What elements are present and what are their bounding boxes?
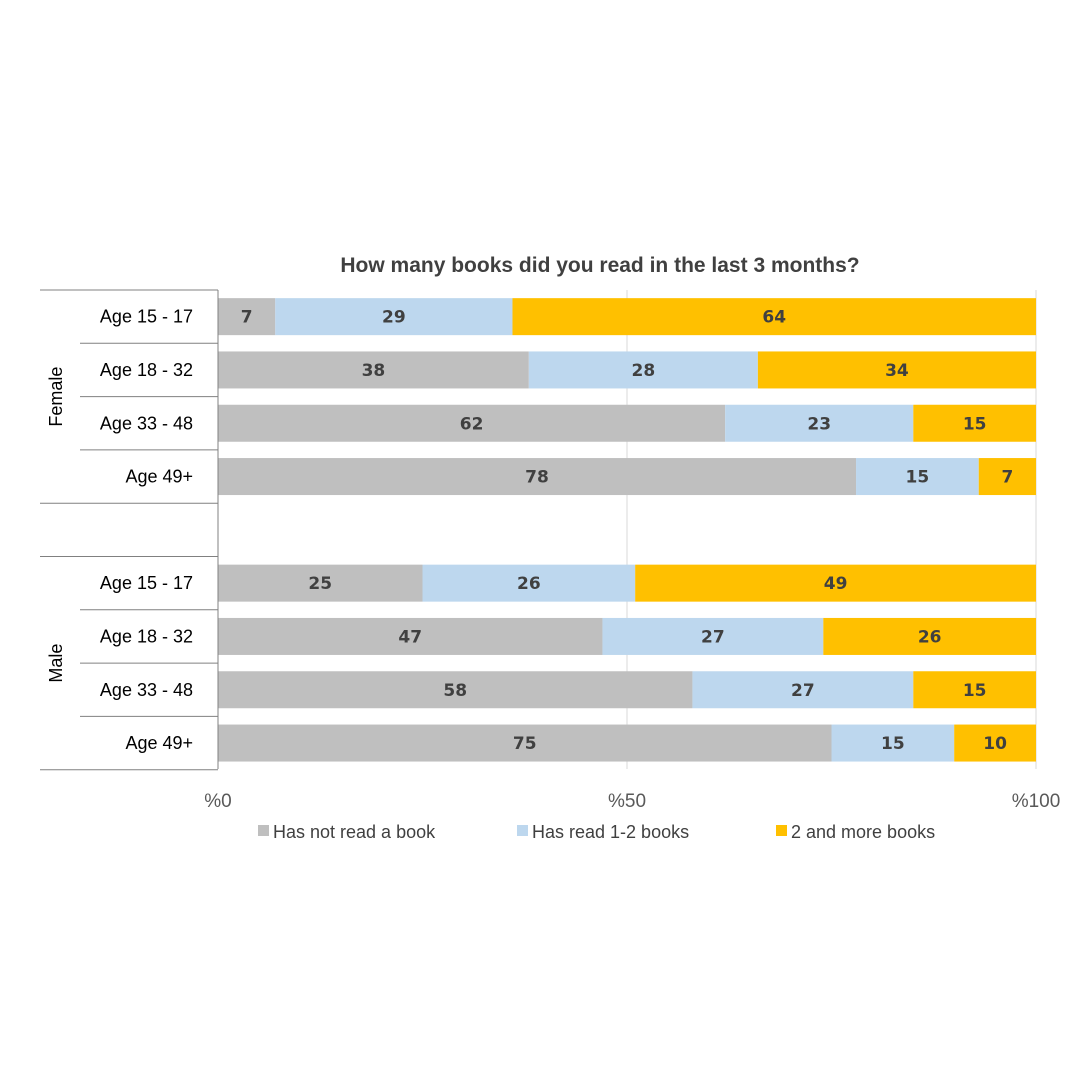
data-label: 27: [791, 681, 815, 701]
bar-segment: [218, 617, 603, 655]
bar-segment: [275, 298, 513, 336]
category-label: Age 49+: [125, 467, 193, 487]
data-label: 15: [881, 734, 905, 754]
category-label: Age 15 - 17: [100, 307, 193, 327]
bar-segment: [856, 458, 979, 496]
data-label: 75: [513, 734, 537, 754]
bar-segment: [218, 724, 832, 762]
data-label: 15: [963, 681, 987, 701]
data-label: 58: [443, 681, 467, 701]
bar-segment: [823, 617, 1036, 655]
legend-label: Has not read a book: [273, 822, 436, 842]
bar-segment: [218, 351, 529, 389]
data-label: 7: [1001, 468, 1013, 488]
bar-segment: [218, 298, 276, 336]
category-label: Age 18 - 32: [100, 360, 193, 380]
legend-swatch: [776, 825, 787, 836]
legend-swatch: [517, 825, 528, 836]
data-label: 26: [517, 574, 541, 594]
legend-label: Has read 1-2 books: [532, 822, 689, 842]
data-label: 25: [308, 574, 332, 594]
data-label: 34: [885, 361, 909, 381]
bar-segment: [635, 564, 1036, 602]
bar-segment: [218, 404, 726, 442]
x-tick-label: %0: [204, 791, 231, 812]
category-label: Age 33 - 48: [100, 413, 193, 433]
bar-segment: [422, 564, 636, 602]
bar-segment: [602, 617, 824, 655]
bar-segment: [913, 671, 1036, 709]
data-label: 28: [632, 361, 656, 381]
bar-segment: [512, 298, 1036, 336]
data-label: 10: [983, 734, 1007, 754]
bar-segment: [954, 724, 1036, 762]
category-label: Age 33 - 48: [100, 680, 193, 700]
bar-segment: [692, 671, 914, 709]
data-label: 38: [362, 361, 386, 381]
data-label: 47: [398, 627, 422, 647]
data-label: 64: [762, 308, 786, 328]
data-label: 26: [918, 627, 942, 647]
chart-title: How many books did you read in the last …: [340, 254, 859, 277]
bar-segment: [218, 671, 693, 709]
data-label: 15: [963, 414, 987, 434]
bar-segment: [757, 351, 1036, 389]
bar-segment: [831, 724, 955, 762]
category-label: Age 49+: [125, 733, 193, 753]
data-label: 15: [906, 468, 930, 488]
legend-swatch: [258, 825, 269, 836]
group-label: Female: [46, 367, 66, 427]
bar-segment: [725, 404, 914, 442]
group-label: Male: [46, 644, 66, 683]
category-label: Age 15 - 17: [100, 573, 193, 593]
legend-label: 2 and more books: [791, 822, 935, 842]
data-label: 49: [824, 574, 848, 594]
x-tick-label: %50: [608, 791, 646, 812]
bar-segment: [913, 404, 1036, 442]
bar-segment: [218, 564, 423, 602]
data-label: 62: [460, 414, 484, 434]
bar-segment: [528, 351, 758, 389]
bar-segment: [978, 458, 1036, 496]
data-label: 7: [241, 308, 253, 328]
category-label: Age 18 - 32: [100, 626, 193, 646]
data-label: 29: [382, 308, 406, 328]
x-tick-label: %100: [1012, 791, 1061, 812]
data-label: 23: [807, 414, 831, 434]
bar-segment: [218, 458, 857, 496]
data-label: 78: [525, 468, 549, 488]
data-label: 27: [701, 627, 725, 647]
